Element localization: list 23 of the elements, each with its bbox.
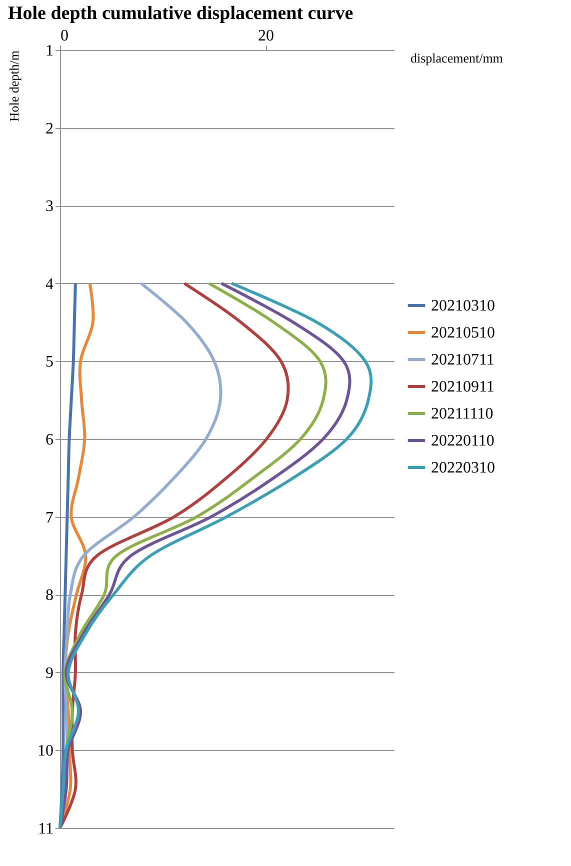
x-tick-label: 0 bbox=[60, 28, 68, 44]
y-tick-label: 6 bbox=[46, 432, 54, 448]
legend-label: 20210911 bbox=[431, 378, 494, 396]
y-tick-label: 7 bbox=[46, 509, 54, 526]
y-tick-label: 9 bbox=[46, 664, 54, 682]
legend-label: 20210310 bbox=[431, 298, 495, 314]
legend-label: 20211110 bbox=[431, 406, 494, 422]
legend-label: 20220110 bbox=[431, 432, 494, 450]
y-tick-label: 10 bbox=[38, 742, 54, 760]
y-tick-label: 4 bbox=[46, 276, 54, 293]
legend-label: 20210510 bbox=[431, 324, 495, 342]
legend-label: 20220310 bbox=[431, 460, 495, 476]
x-axis-title: displacement/mm bbox=[410, 50, 503, 66]
chart-title: Hole depth cumulative displacement curve bbox=[8, 3, 354, 24]
y-tick-label: 5 bbox=[46, 354, 54, 371]
legend-label: 20210711 bbox=[431, 352, 494, 368]
y-tick-label: 8 bbox=[46, 587, 54, 604]
y-axis-title: Hole depth/m bbox=[6, 50, 22, 122]
x-tick-label: 20 bbox=[258, 28, 274, 44]
y-tick-label: 3 bbox=[46, 198, 54, 216]
y-tick-label: 2 bbox=[46, 120, 54, 138]
y-tick-label: 1 bbox=[46, 42, 54, 60]
y-tick-label: 11 bbox=[38, 820, 54, 838]
